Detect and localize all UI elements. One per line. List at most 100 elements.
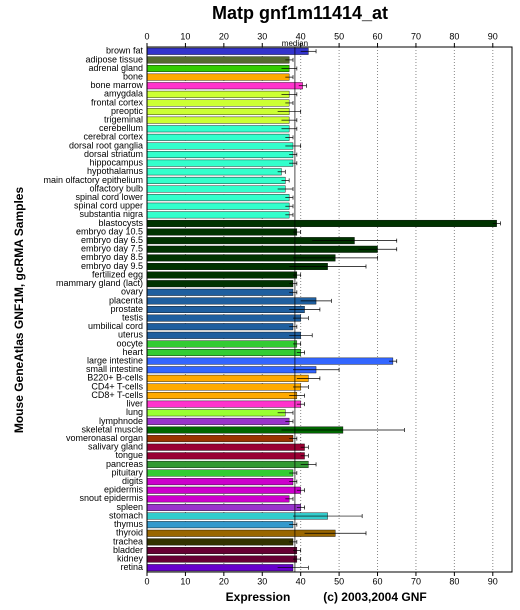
bar [146, 47, 309, 55]
category-label: lymphnode [99, 416, 143, 426]
category-label: tongue [115, 450, 143, 460]
bar [146, 469, 294, 477]
category-label: amygdala [104, 89, 143, 99]
category-label: CD8+ T-cells [91, 390, 143, 400]
category-label: bladder [113, 545, 143, 555]
category-label: placenta [109, 295, 143, 305]
category-label: skeletal muscle [81, 424, 143, 434]
chart-title: Matp gnf1m11414_at [212, 3, 388, 23]
category-label: vomeronasal organ [66, 433, 143, 443]
category-label: large intestine [87, 356, 143, 366]
category-label: uterus [118, 330, 144, 340]
category-label: brown fat [106, 46, 144, 56]
bar [146, 56, 290, 64]
x-tick-label: 30 [257, 31, 267, 41]
x-tick-label: 70 [411, 576, 421, 586]
bar [146, 280, 294, 288]
category-label: embryo day 9.5 [81, 261, 143, 271]
bar [146, 151, 294, 159]
x-tick-label: 10 [180, 31, 190, 41]
category-label: mammary gland (lact) [56, 278, 143, 288]
x-tick-label: 20 [219, 576, 229, 586]
category-label: pancreas [106, 459, 144, 469]
category-label: substantia nigra [79, 209, 143, 219]
category-label: thyroid [116, 528, 143, 538]
category-label: epidermis [104, 485, 144, 495]
bar [146, 323, 294, 331]
category-label: heart [122, 347, 143, 357]
category-label: prostate [110, 304, 143, 314]
category-label: liver [126, 399, 143, 409]
bar [146, 435, 294, 443]
bar [146, 306, 305, 313]
category-label: trachea [113, 536, 143, 546]
bar [146, 400, 301, 408]
category-label: preoptic [111, 106, 144, 116]
category-label: cerebellum [99, 123, 143, 133]
category-label: CD4+ T-cells [91, 381, 143, 391]
bar [146, 271, 298, 279]
bar [146, 142, 294, 150]
x-tick-label: 20 [219, 31, 229, 41]
bar [146, 202, 290, 210]
category-label: spinal cord lower [75, 192, 143, 202]
bar [146, 357, 394, 365]
bar [146, 185, 286, 193]
category-label: cerebral cortex [83, 132, 143, 142]
bar [146, 392, 298, 400]
bar [146, 73, 290, 81]
bar [146, 374, 309, 382]
bar [146, 228, 298, 236]
category-label: retina [120, 562, 143, 572]
bar [146, 116, 290, 124]
category-label: ovary [121, 287, 144, 297]
bar [146, 194, 290, 202]
category-label: embryo day 6.5 [81, 235, 143, 245]
bar [146, 133, 290, 141]
category-label: stomach [109, 510, 143, 520]
category-label: spleen [116, 502, 143, 512]
bar [146, 176, 286, 184]
x-tick-label: 50 [334, 576, 344, 586]
category-label: embryo day 8.5 [81, 252, 143, 262]
category-label: frontal cortex [91, 97, 144, 107]
bar [146, 503, 301, 511]
bar [146, 383, 301, 391]
category-label: dorsal striatum [84, 149, 143, 159]
bar [146, 288, 294, 296]
bar [146, 409, 286, 417]
bar [146, 443, 305, 451]
x-axis-label: Expression [226, 590, 291, 604]
x-tick-label: 90 [488, 576, 498, 586]
category-label: digits [122, 476, 144, 486]
bar [146, 495, 290, 503]
category-label: blastocysts [98, 218, 143, 228]
category-label: hypothalamus [87, 166, 144, 176]
category-label: salivary gland [88, 442, 143, 452]
bar [146, 521, 294, 529]
bar [146, 245, 378, 253]
x-tick-label: 30 [257, 576, 267, 586]
x-tick-label: 60 [373, 31, 383, 41]
category-label: olfactory bulb [89, 183, 143, 193]
x-tick-label: 60 [373, 576, 383, 586]
category-label: small intestine [86, 364, 143, 374]
bar [146, 297, 317, 305]
bar [146, 82, 303, 90]
category-label: umbilical cord [88, 321, 143, 331]
category-label: main olfactory epithelium [43, 175, 143, 185]
category-label: oocyte [116, 338, 143, 348]
bar [146, 99, 290, 107]
x-tick-label: 90 [488, 31, 498, 41]
x-tick-label: 40 [296, 576, 306, 586]
bar [146, 340, 298, 348]
bar [146, 90, 290, 98]
bar [146, 547, 298, 554]
x-tick-label: 0 [144, 576, 149, 586]
x-tick-label: 40 [296, 31, 306, 41]
category-label: trigeminal [104, 115, 143, 125]
plot-frame [146, 46, 513, 573]
category-label: bone marrow [90, 80, 143, 90]
category-label: embryo day 7.5 [81, 244, 143, 254]
